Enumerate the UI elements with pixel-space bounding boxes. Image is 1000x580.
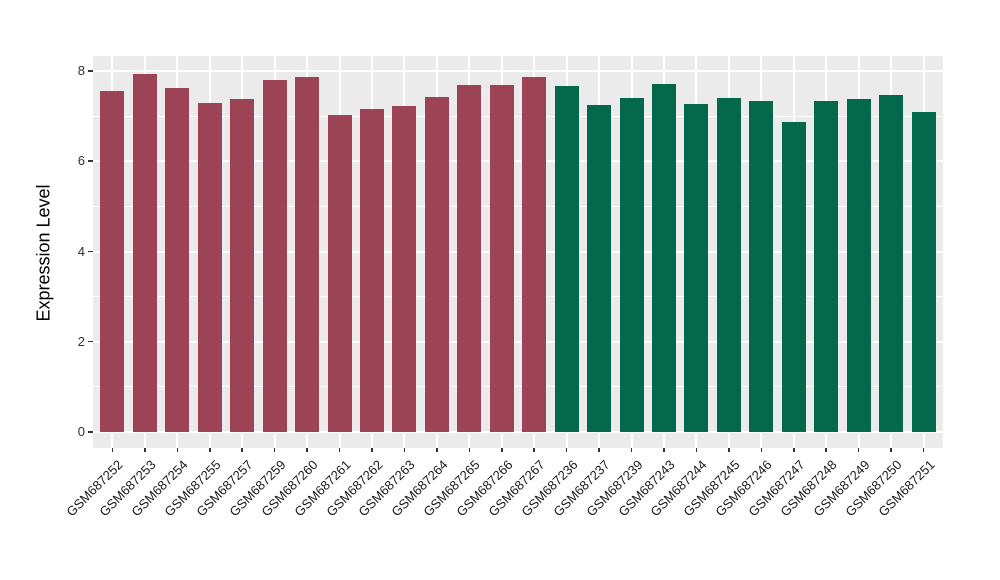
x-tick-mark bbox=[176, 448, 179, 452]
x-tick-mark bbox=[209, 448, 211, 452]
minor-gridline bbox=[93, 205, 943, 207]
y-tick-mark bbox=[88, 70, 93, 72]
x-tick-mark bbox=[533, 448, 535, 452]
x-tick-mark bbox=[598, 448, 600, 452]
x-tick-mark bbox=[468, 448, 471, 452]
bar-gsm687251 bbox=[911, 111, 936, 432]
x-tick-mark bbox=[825, 448, 827, 452]
bar-gsm687263 bbox=[392, 106, 417, 432]
bar-gsm687252 bbox=[100, 91, 125, 432]
bar-gsm687266 bbox=[489, 84, 514, 432]
y-tick-mark bbox=[88, 340, 93, 343]
minor-gridline bbox=[93, 296, 943, 298]
minor-gridline bbox=[93, 386, 943, 388]
x-tick-mark bbox=[144, 448, 146, 452]
x-tick-mark bbox=[630, 448, 633, 452]
x-tick-mark bbox=[111, 448, 114, 452]
bar-gsm687243 bbox=[651, 84, 676, 432]
x-tick-mark bbox=[338, 448, 341, 452]
bar-gsm687246 bbox=[749, 101, 774, 432]
y-tick-label: 6 bbox=[77, 153, 85, 169]
x-tick-mark bbox=[436, 448, 438, 452]
x-tick-mark bbox=[306, 448, 308, 452]
bar-gsm687260 bbox=[295, 76, 320, 432]
x-tick-mark bbox=[371, 448, 373, 452]
major-gridline bbox=[93, 250, 943, 253]
bar-gsm687253 bbox=[132, 74, 157, 432]
major-gridline bbox=[93, 70, 943, 72]
x-tick-mark bbox=[760, 448, 763, 452]
bar-gsm687236 bbox=[554, 86, 579, 432]
bar-gsm687248 bbox=[814, 100, 839, 432]
x-tick-mark bbox=[728, 448, 730, 452]
bar-gsm687249 bbox=[846, 99, 871, 432]
bar-gsm687244 bbox=[684, 104, 709, 432]
bar-gsm687257 bbox=[230, 98, 255, 432]
y-tick-label: 4 bbox=[77, 243, 85, 259]
bar-gsm687250 bbox=[879, 94, 904, 432]
x-tick-mark bbox=[793, 448, 795, 452]
plot-panel bbox=[93, 56, 943, 448]
bar-gsm687239 bbox=[619, 97, 644, 432]
x-tick-mark bbox=[501, 448, 503, 452]
bar-gsm687265 bbox=[457, 84, 482, 432]
bar-gsm687247 bbox=[781, 121, 806, 432]
bar-gsm687267 bbox=[522, 77, 547, 432]
major-gridline bbox=[93, 160, 943, 163]
bar-gsm687261 bbox=[327, 114, 352, 432]
y-tick-label: 8 bbox=[77, 63, 85, 78]
bar-gsm687262 bbox=[360, 108, 384, 432]
y-tick-label: 2 bbox=[77, 333, 85, 349]
minor-gridline bbox=[93, 115, 943, 117]
bar-gsm687264 bbox=[424, 96, 449, 432]
bar-gsm687245 bbox=[716, 97, 741, 432]
x-tick-mark bbox=[273, 448, 276, 452]
x-tick-mark bbox=[663, 448, 665, 452]
y-tick-mark bbox=[88, 250, 93, 252]
major-gridline bbox=[93, 340, 943, 343]
bar-gsm687254 bbox=[165, 87, 190, 432]
x-tick-mark bbox=[403, 448, 406, 452]
y-tick-label: 0 bbox=[77, 424, 85, 439]
x-tick-mark bbox=[922, 448, 925, 452]
y-tick-mark bbox=[88, 431, 93, 433]
bar-gsm687255 bbox=[197, 102, 222, 432]
bar-gsm687259 bbox=[262, 80, 287, 432]
bar-gsm687237 bbox=[587, 104, 612, 432]
x-tick-mark bbox=[695, 448, 698, 452]
x-tick-mark bbox=[565, 448, 568, 452]
major-gridline bbox=[93, 431, 943, 433]
x-tick-mark bbox=[890, 448, 892, 452]
y-tick-mark bbox=[88, 160, 93, 162]
x-tick-mark bbox=[857, 448, 860, 452]
x-tick-mark bbox=[241, 448, 243, 452]
